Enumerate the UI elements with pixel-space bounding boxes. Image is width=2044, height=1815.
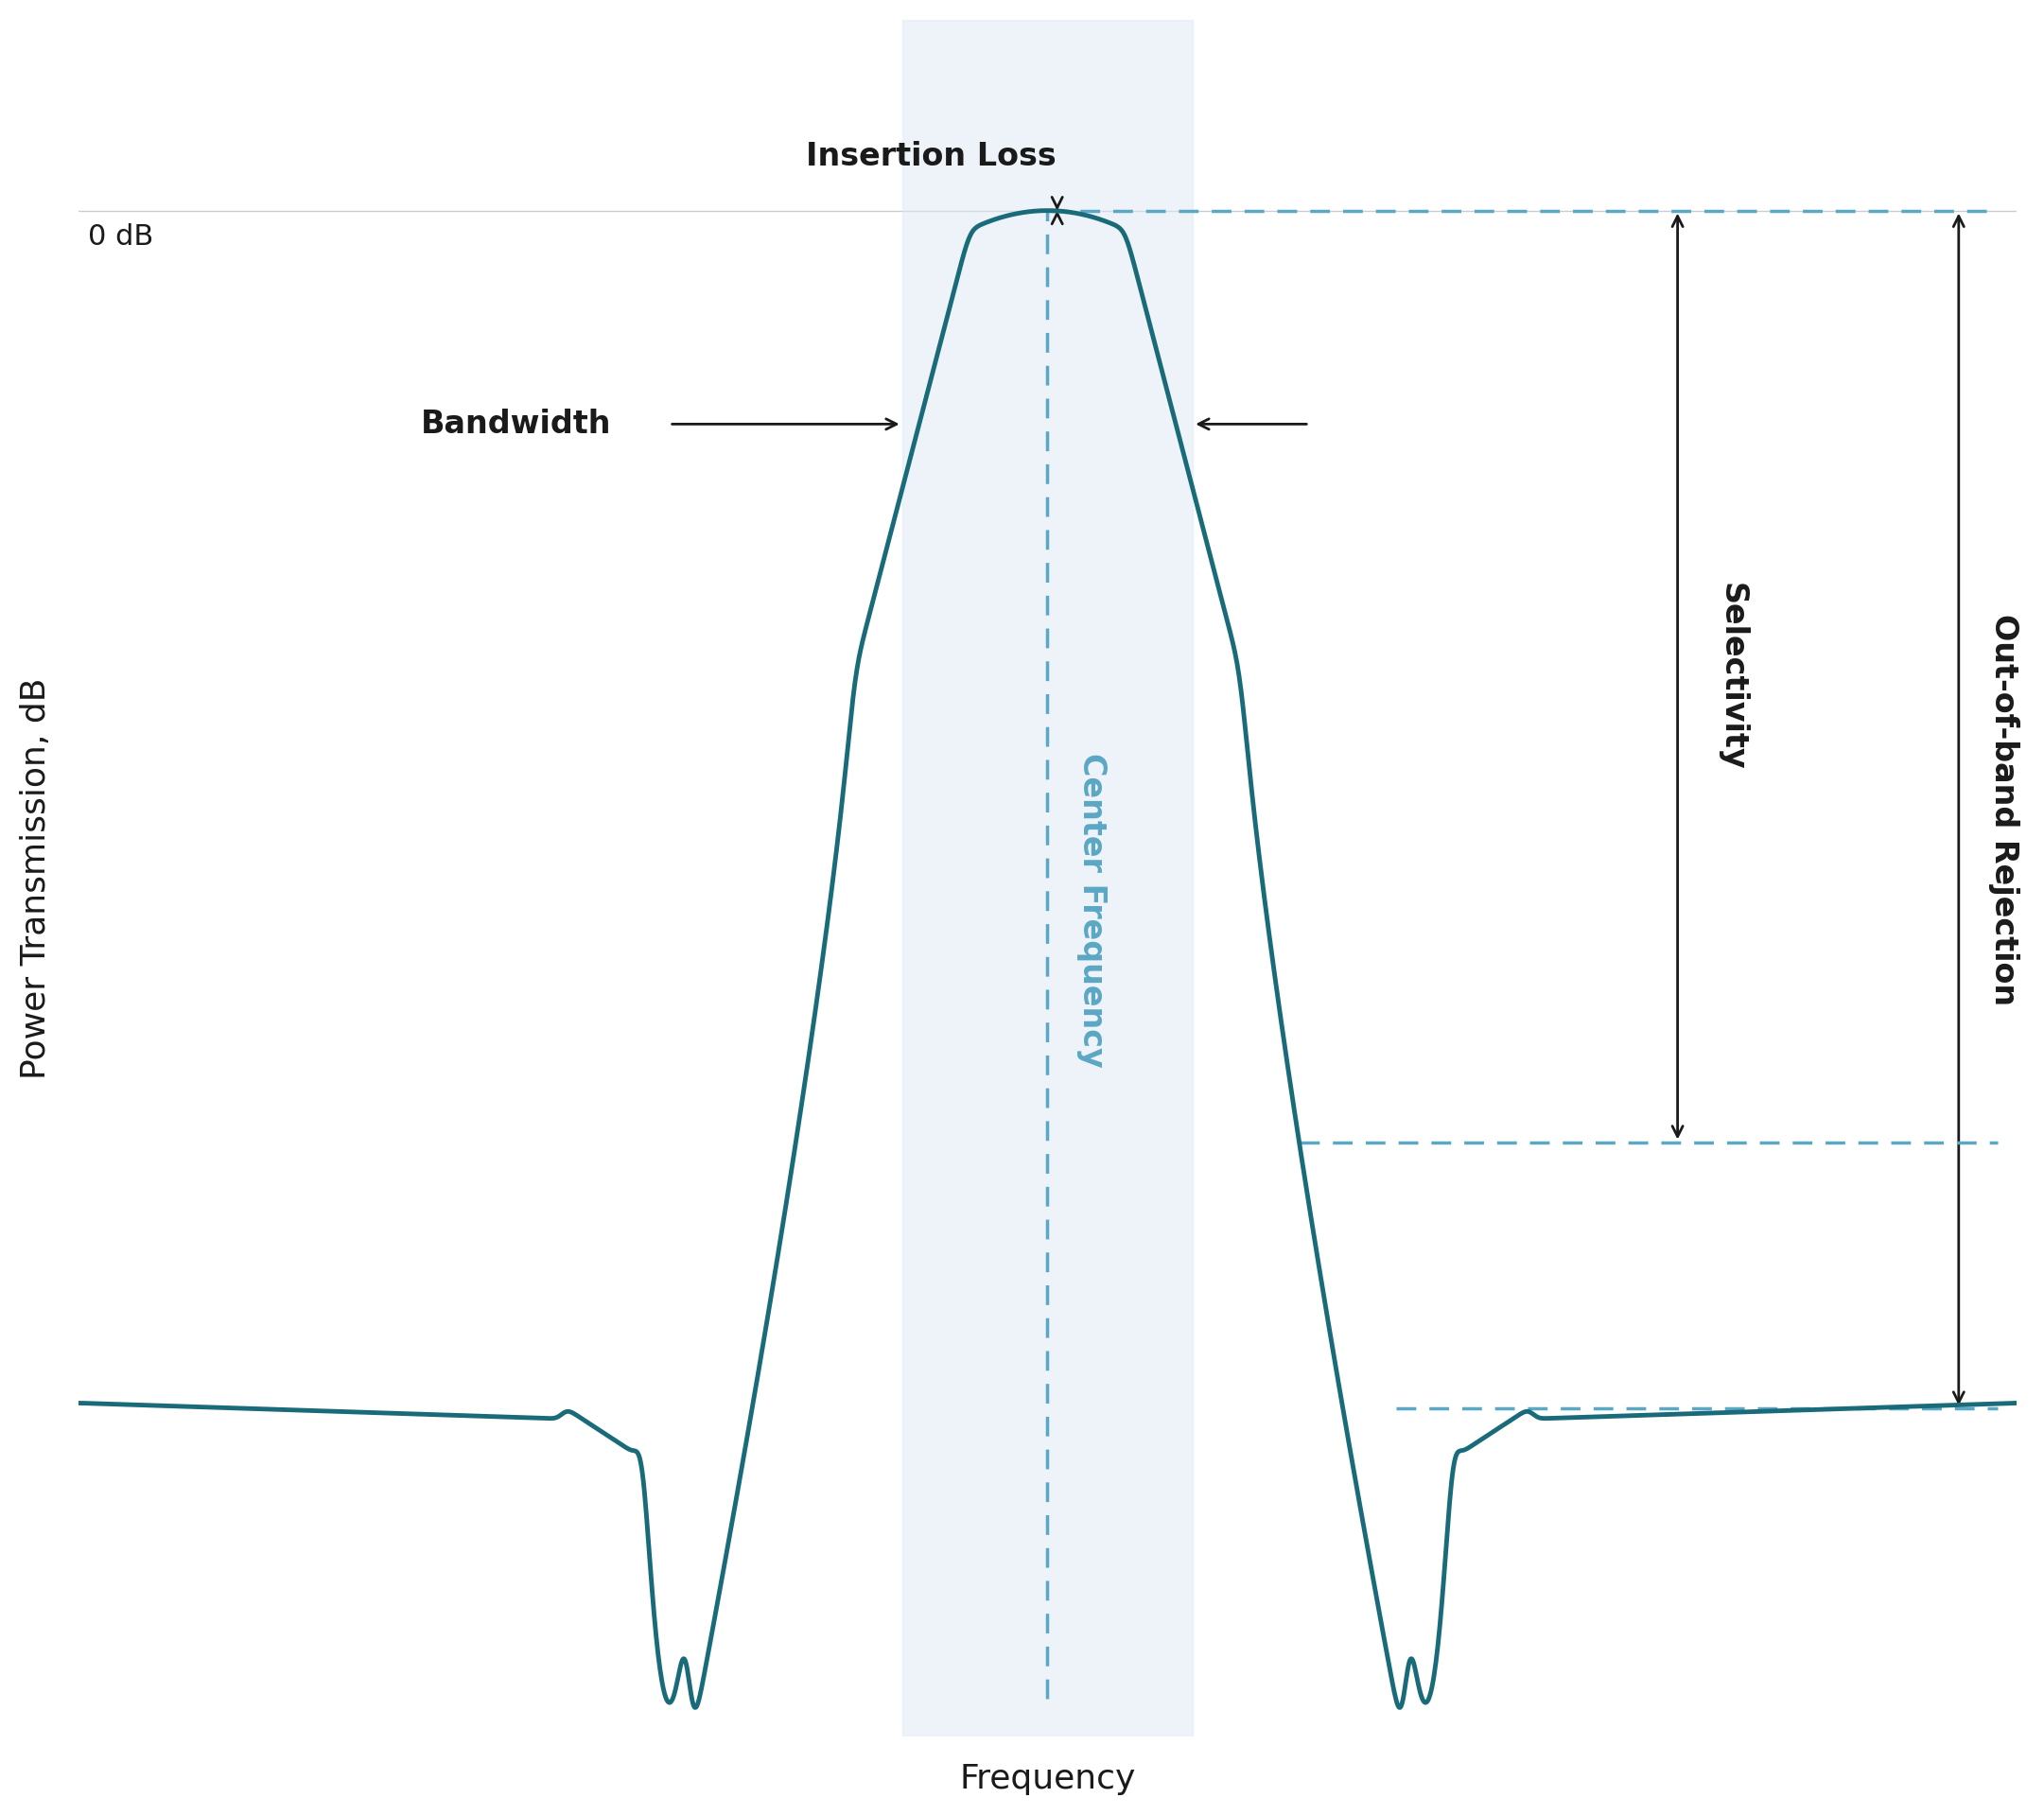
Bar [901,20,1194,1737]
Text: Selectivity: Selectivity [1717,583,1748,770]
Y-axis label: Power Transmission, dB: Power Transmission, dB [20,677,51,1078]
Text: Bandwidth: Bandwidth [421,408,611,439]
Text: Center Frequency: Center Frequency [1077,753,1108,1067]
Text: Out-of-band Rejection: Out-of-band Rejection [1987,613,2019,1006]
Text: Insertion Loss: Insertion Loss [805,142,1057,172]
X-axis label: Frequency: Frequency [959,1762,1136,1795]
Text: 0 dB: 0 dB [88,223,153,250]
